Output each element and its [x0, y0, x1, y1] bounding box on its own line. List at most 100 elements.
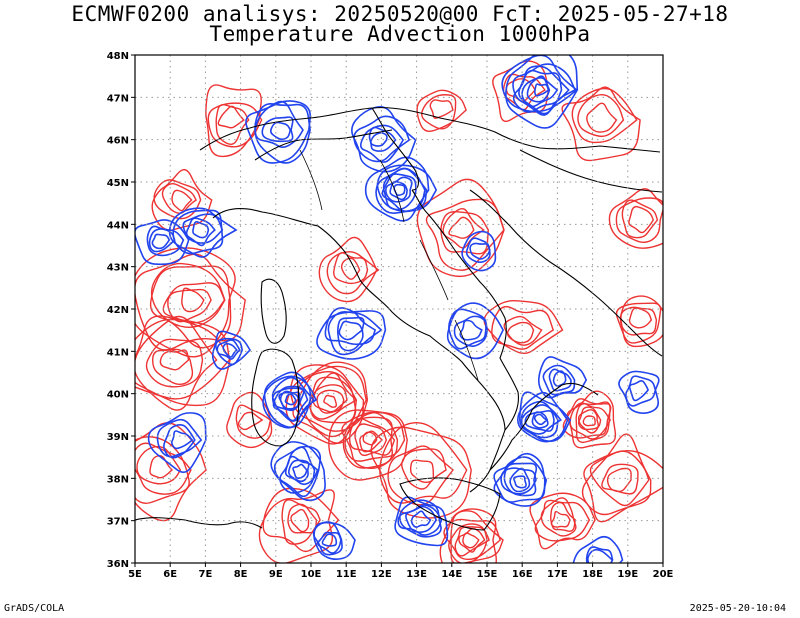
warm-advection-contour	[326, 251, 380, 295]
lat-tick-label: 41N	[107, 347, 129, 358]
cold-advection-contour	[262, 375, 318, 429]
lon-tick-label: 12E	[371, 569, 392, 580]
cold-advection-contour	[518, 69, 563, 115]
cold-advection-contour	[399, 499, 442, 538]
cold-advection-contour	[461, 230, 497, 272]
lon-tick-label: 13E	[406, 569, 427, 580]
warm-advection-contour	[589, 450, 650, 507]
warm-advection-contour	[571, 87, 638, 144]
lat-tick-label: 36N	[107, 559, 129, 570]
cold-advection-contour	[587, 548, 614, 563]
warm-advection-contour	[462, 532, 480, 549]
lon-tick-label: 17E	[547, 569, 568, 580]
cold-advection-contour	[465, 237, 491, 263]
warm-advection-contour	[440, 210, 490, 255]
warm-advection-contour	[237, 411, 264, 431]
cold-advection-contour	[521, 77, 559, 108]
lon-tick-label: 20E	[653, 569, 674, 580]
cold-advection-contour	[351, 105, 417, 173]
cold-advection-contour	[513, 475, 527, 489]
coastline-layer	[135, 107, 663, 531]
cold-advection-contour	[381, 167, 426, 213]
warm-advection-contour	[621, 199, 659, 239]
warm-advection-contour	[281, 499, 321, 545]
lat-tick-label: 38N	[107, 474, 129, 485]
cold-advection-contour	[148, 228, 176, 253]
cold-advection-contour	[493, 456, 548, 507]
cold-advection-contour	[284, 393, 297, 406]
contour-layer	[135, 55, 663, 563]
warm-advection-contour	[362, 431, 378, 446]
warm-advection-contour	[416, 89, 467, 132]
lon-tick-label: 8E	[234, 569, 248, 580]
warm-advection-contour	[344, 411, 406, 462]
warm-advection-contour	[135, 436, 190, 505]
warm-advection-contour	[628, 205, 655, 234]
cold-advection-contour	[453, 315, 489, 347]
lon-tick-label: 18E	[582, 569, 603, 580]
cold-advection-contour	[393, 183, 406, 197]
warm-advection-contour	[577, 409, 600, 434]
warm-advection-contour	[333, 252, 369, 285]
cold-advection-contour	[394, 496, 449, 547]
cold-advection-contour	[279, 446, 316, 494]
cold-advection-contour	[500, 467, 537, 495]
cold-advection-contour	[279, 390, 300, 410]
warm-advection-contour	[387, 445, 454, 506]
cold-advection-contour	[353, 115, 411, 163]
warm-advection-contour	[606, 467, 632, 493]
cold-advection-contour	[370, 132, 388, 147]
cold-advection-contour	[533, 413, 548, 426]
footer-timestamp: 2025-05-20-10:04	[689, 603, 786, 614]
lon-tick-label: 19E	[617, 569, 638, 580]
warm-advection-contour	[583, 449, 663, 523]
lon-tick-label: 7E	[199, 569, 213, 580]
warm-advection-contour	[340, 257, 361, 280]
cold-advection-contour	[542, 364, 576, 396]
cold-advection-contour	[321, 533, 338, 547]
warm-advection-contour	[162, 282, 226, 324]
warm-advection-contour	[354, 423, 388, 457]
warm-advection-contour	[226, 391, 273, 449]
cold-advection-contour	[505, 55, 579, 129]
cold-advection-contour	[469, 242, 491, 260]
cold-advection-contour	[292, 463, 308, 480]
warm-advection-contour	[379, 422, 468, 504]
warm-advection-contour	[628, 307, 653, 329]
warm-advection-contour	[359, 430, 383, 453]
warm-advection-contour	[348, 417, 396, 456]
cold-advection-contour	[216, 339, 241, 360]
cold-advection-contour	[572, 535, 624, 563]
warm-advection-contour	[258, 489, 335, 563]
lon-tick-label: 16E	[512, 569, 533, 580]
warm-advection-contour	[161, 182, 197, 214]
graticule	[135, 55, 663, 563]
cold-advection-contour	[313, 521, 356, 561]
warm-advection-contour	[483, 299, 564, 354]
warm-advection-contour	[569, 402, 612, 440]
warm-advection-contour	[581, 433, 652, 516]
lon-tick-label: 14E	[441, 569, 462, 580]
warm-advection-contour	[150, 262, 226, 328]
cold-advection-contour	[410, 510, 432, 528]
cold-advection-contour	[272, 385, 309, 422]
lat-tick-label: 37N	[107, 517, 129, 528]
warm-advection-contour	[328, 409, 408, 481]
cold-advection-contour	[135, 219, 190, 266]
lat-tick-label: 45N	[107, 178, 129, 189]
cold-advection-contour	[316, 310, 387, 360]
cold-advection-contour	[501, 55, 579, 113]
cold-advection-contour	[382, 173, 417, 211]
warm-advection-contour	[450, 510, 504, 563]
warm-advection-contour	[290, 364, 365, 432]
warm-advection-contour	[341, 411, 399, 470]
cold-advection-contour	[625, 375, 657, 407]
warm-advection-contour	[608, 188, 663, 249]
lat-tick-label: 46N	[107, 136, 129, 147]
lon-tick-label: 15E	[477, 569, 498, 580]
warm-advection-contour	[409, 459, 435, 483]
lon-tick-label: 6E	[163, 569, 177, 580]
lon-tick-label: 10E	[301, 569, 322, 580]
warm-advection-contour	[582, 415, 596, 427]
warm-advection-contour	[135, 253, 246, 351]
